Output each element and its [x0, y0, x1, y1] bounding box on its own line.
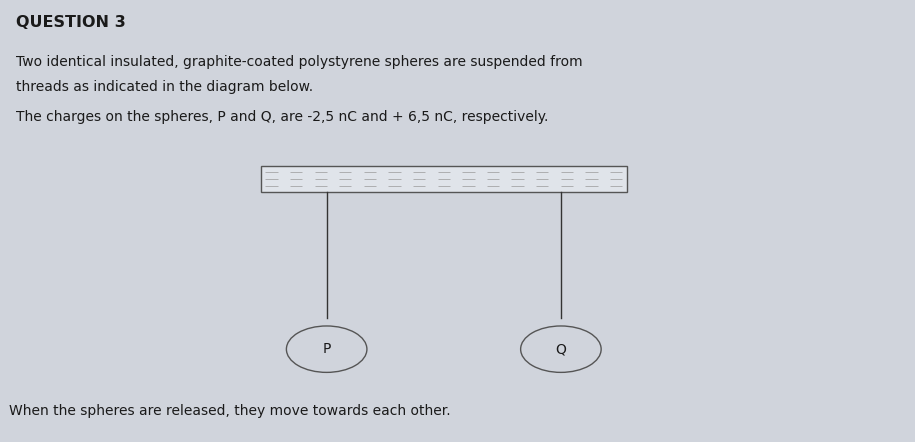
Text: The charges on the spheres, P and Q, are -2,5 nC and + 6,5 nC, respectively.: The charges on the spheres, P and Q, are…	[16, 110, 549, 125]
Text: QUESTION 3: QUESTION 3	[16, 15, 126, 30]
Text: P: P	[322, 342, 331, 356]
Text: Q: Q	[555, 342, 566, 356]
Ellipse shape	[521, 326, 601, 372]
Ellipse shape	[286, 326, 367, 372]
Text: When the spheres are released, they move towards each other.: When the spheres are released, they move…	[9, 404, 451, 418]
FancyBboxPatch shape	[261, 166, 627, 192]
Text: Two identical insulated, graphite-coated polystyrene spheres are suspended from: Two identical insulated, graphite-coated…	[16, 55, 583, 69]
Text: threads as indicated in the diagram below.: threads as indicated in the diagram belo…	[16, 80, 314, 94]
